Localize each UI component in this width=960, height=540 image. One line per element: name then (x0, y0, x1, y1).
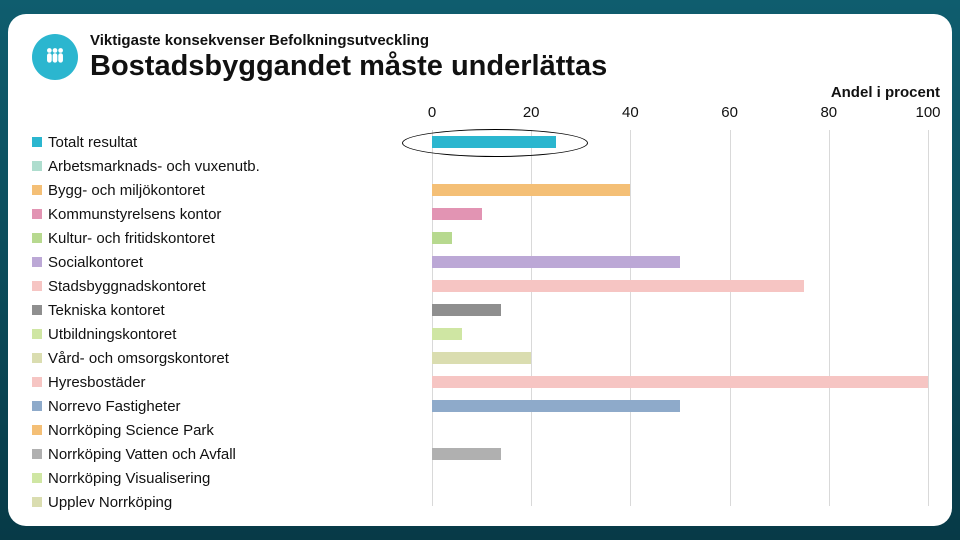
header: Viktigaste konsekvenser Befolkningsutvec… (32, 32, 928, 83)
axis-tick-label: 80 (820, 104, 837, 121)
legend-label: Kommunstyrelsens kontor (48, 206, 221, 223)
bar-row (432, 442, 928, 466)
bar-row (432, 202, 928, 226)
legend-swatch (32, 497, 42, 507)
bar-row (432, 466, 928, 490)
bar (432, 208, 482, 220)
bar-row (432, 274, 928, 298)
legend-swatch (32, 137, 42, 147)
legend-label: Arbetsmarknads- och vuxenutb. (48, 158, 260, 175)
bar (432, 304, 501, 316)
legend-swatch (32, 449, 42, 459)
bar (432, 184, 630, 196)
bar (432, 400, 680, 412)
bar-row (432, 250, 928, 274)
legend-label: Tekniska kontoret (48, 302, 165, 319)
legend-swatch (32, 305, 42, 315)
gridline (928, 130, 929, 506)
legend-label: Utbildningskontoret (48, 326, 176, 343)
legend-item: Totalt resultat (32, 130, 412, 154)
bar (432, 328, 462, 340)
bar-row (432, 226, 928, 250)
bar-row (432, 394, 928, 418)
legend-swatch (32, 281, 42, 291)
legend-swatch (32, 161, 42, 171)
legend-item: Vård- och omsorgskontoret (32, 346, 412, 370)
bar-row (432, 322, 928, 346)
legend-label: Vård- och omsorgskontoret (48, 350, 229, 367)
chart: Totalt resultat Arbetsmarknads- och vuxen… (32, 92, 928, 506)
axis-tick-label: 100 (915, 104, 940, 121)
bar-row (432, 130, 928, 154)
legend-label: Upplev Norrköping (48, 494, 172, 511)
legend-label: Stadsbyggnadskontoret (48, 278, 206, 295)
legend-item: Norrköping Science Park (32, 418, 412, 442)
legend-label: Totalt resultat (48, 134, 137, 151)
subtitle: Viktigaste konsekvenser Befolkningsutvec… (90, 32, 928, 49)
legend-label: Norrköping Vatten och Avfall (48, 446, 236, 463)
legend-label: Kultur- och fritidskontoret (48, 230, 215, 247)
axis-tick-label: 20 (523, 104, 540, 121)
bar (432, 448, 501, 460)
legend-label: Hyresbostäder (48, 374, 146, 391)
people-icon (32, 34, 78, 80)
legend-item: Kommunstyrelsens kontor (32, 202, 412, 226)
bar (432, 280, 804, 292)
content-card: Viktigaste konsekvenser Befolkningsutvec… (8, 14, 952, 526)
bar (432, 232, 452, 244)
legend-item: Hyresbostäder (32, 370, 412, 394)
legend-swatch (32, 473, 42, 483)
legend-item: Kultur- och fritidskontoret (32, 226, 412, 250)
bar-row (432, 346, 928, 370)
bar-row (432, 178, 928, 202)
legend-label: Bygg- och miljökontoret (48, 182, 205, 199)
bar-row (432, 370, 928, 394)
axis-tick-label: 0 (428, 104, 436, 121)
plot-area: Andel i procent 020406080100 (432, 92, 928, 506)
legend-swatch (32, 233, 42, 243)
legend-label: Norrköping Science Park (48, 422, 214, 439)
legend-label: Socialkontoret (48, 254, 143, 271)
legend-swatch (32, 185, 42, 195)
legend-item: Norrköping Vatten och Avfall (32, 442, 412, 466)
legend-label: Norrköping Visualisering (48, 470, 210, 487)
legend-swatch (32, 209, 42, 219)
bar-row (432, 490, 928, 514)
legend-item: Bygg- och miljökontoret (32, 178, 412, 202)
bar-row (432, 418, 928, 442)
legend-item: Socialkontoret (32, 250, 412, 274)
legend-item: Upplev Norrköping (32, 490, 412, 514)
legend-item: Stadsbyggnadskontoret (32, 274, 412, 298)
axis-tick-label: 40 (622, 104, 639, 121)
axis-tick-label: 60 (721, 104, 738, 121)
bar (432, 376, 928, 388)
legend-label: Norrevo Fastigheter (48, 398, 181, 415)
bar-row (432, 298, 928, 322)
legend-item: Tekniska kontoret (32, 298, 412, 322)
legend-swatch (32, 377, 42, 387)
legend-swatch (32, 329, 42, 339)
bars (432, 130, 928, 506)
legend-item: Arbetsmarknads- och vuxenutb. (32, 154, 412, 178)
bar (432, 136, 556, 148)
slide-background: Viktigaste konsekvenser Befolkningsutvec… (0, 0, 960, 540)
legend-swatch (32, 257, 42, 267)
legend-swatch (32, 425, 42, 435)
bar-row (432, 154, 928, 178)
legend-swatch (32, 353, 42, 363)
legend-item: Utbildningskontoret (32, 322, 412, 346)
titles: Viktigaste konsekvenser Befolkningsutvec… (90, 32, 928, 83)
page-title: Bostadsbyggandet måste underlättas (90, 50, 928, 83)
bar (432, 256, 680, 268)
legend-item: Norrköping Visualisering (32, 466, 412, 490)
axis-title: Andel i procent (831, 84, 940, 101)
category-labels: Totalt resultat Arbetsmarknads- och vuxen… (32, 130, 412, 506)
axis-ticks: 020406080100 (432, 104, 928, 124)
bar (432, 352, 531, 364)
legend-item: Norrevo Fastigheter (32, 394, 412, 418)
legend-swatch (32, 401, 42, 411)
